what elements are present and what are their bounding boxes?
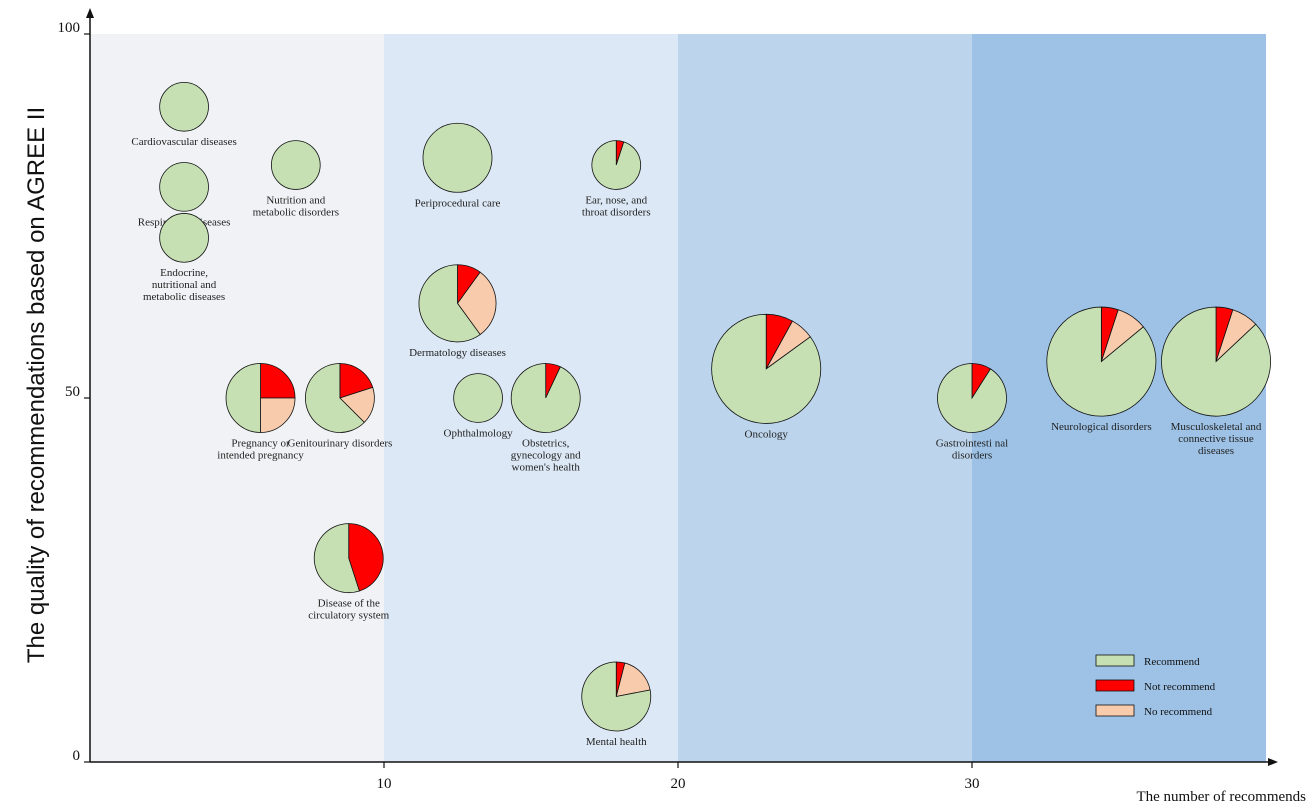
not-recommend-slice	[348, 523, 384, 592]
pie-label: Oncology	[745, 428, 789, 440]
not-recommend-slice	[339, 363, 374, 399]
legend-swatch	[1095, 704, 1135, 717]
not-recommend-slice	[260, 363, 296, 399]
recommend-slice	[422, 122, 493, 193]
pie-label: Cardiovascular diseases	[131, 136, 236, 148]
recommend-slice	[453, 373, 503, 423]
pie-label: Obstetrics, gynecology and women's health	[511, 438, 581, 474]
recommend-slice	[159, 82, 209, 132]
recommend-slice	[159, 162, 209, 212]
pie-label: Ophthalmology	[444, 427, 514, 439]
pie-7: Periprocedural care	[415, 122, 501, 209]
recommend-slice	[225, 363, 261, 433]
recommend-slice	[313, 523, 360, 594]
no-recommend-slice	[260, 397, 296, 433]
pie-label: Ear, nose, and throat disorders	[582, 194, 651, 218]
y-tick-label: 100	[58, 20, 81, 36]
recommend-slice	[1161, 306, 1271, 417]
x-tick-label: 20	[671, 776, 686, 792]
pie-label: Pregnancy or intended pregnancy	[217, 438, 304, 462]
pie-14: Gastrointesti nal disorders	[936, 363, 1008, 462]
recommend-slice	[591, 140, 642, 190]
pie-8: Dermatology diseases	[409, 264, 506, 359]
pie-9: Ophthalmology	[444, 373, 514, 439]
pie-13: Oncology	[711, 313, 822, 440]
recommend-slice	[510, 363, 581, 433]
recommend-slice	[937, 363, 1007, 433]
no-recommend-slice	[457, 271, 497, 336]
y-tick-label: 0	[73, 748, 81, 764]
legend-label: No recommend	[1144, 706, 1213, 718]
pie-label: Periprocedural care	[415, 197, 501, 209]
recommend-slice	[159, 213, 209, 263]
pie-label: Nutrition and metabolic disorders	[253, 194, 339, 218]
y-axis-arrow	[86, 8, 94, 18]
pie-3: Nutrition and metabolic disorders	[253, 140, 339, 218]
pie-label: Genitourinary disorders	[288, 438, 393, 450]
pie-0: Cardiovascular diseases	[131, 82, 237, 148]
recommend-slice	[418, 264, 481, 343]
x-tick-label: 30	[965, 776, 980, 792]
pie-label: Gastrointesti nal disorders	[936, 438, 1008, 462]
legend-swatch	[1095, 679, 1135, 692]
legend-label: Recommend	[1144, 656, 1200, 668]
pie-label: Dermatology diseases	[409, 347, 506, 359]
pie-1: Respiratory Diseases	[138, 162, 230, 228]
recommend-slice	[711, 313, 822, 424]
x-axis-arrow	[1268, 758, 1278, 766]
recommend-slice	[270, 140, 321, 190]
x-tick-label: 10	[377, 776, 392, 792]
recommend-slice	[1046, 306, 1157, 417]
pie-label: Musculoskeletal and connective tissue dise…	[1171, 421, 1262, 457]
pie-6: Disease of the circulatory system	[308, 523, 390, 622]
pie-16: Musculoskeletal and connective tissue dise…	[1161, 306, 1271, 457]
pie-15: Neurological disorders	[1046, 306, 1157, 433]
x-axis-label: The number of recommends	[1136, 789, 1306, 805]
pie-11: Ear, nose, and throat disorders	[582, 140, 651, 218]
recommend-slice	[581, 661, 652, 732]
y-axis-label: The quality of recommendations based on …	[23, 107, 50, 663]
pie-label: Mental health	[586, 736, 647, 748]
y-tick-label: 50	[65, 384, 80, 400]
pie-12: Mental health	[581, 661, 652, 748]
pie-10: Obstetrics, gynecology and women's health	[510, 363, 581, 474]
legend-label: Not recommend	[1144, 681, 1216, 693]
pie-2: Endocrine, nutritional and metabolic disea…	[143, 213, 225, 303]
pie-label: Disease of the circulatory system	[308, 598, 389, 622]
legend-swatch	[1095, 654, 1135, 667]
recommend-slice	[305, 363, 365, 433]
pie-4: Pregnancy or intended pregnancy	[217, 363, 304, 462]
legend: Recommend Not recommend No recommend	[1095, 654, 1216, 718]
pie-5: Genitourinary disorders	[288, 363, 393, 450]
pie-label: Endocrine, nutritional and metabolic disea…	[143, 267, 225, 303]
pie-label: Neurological disorders	[1051, 421, 1152, 433]
